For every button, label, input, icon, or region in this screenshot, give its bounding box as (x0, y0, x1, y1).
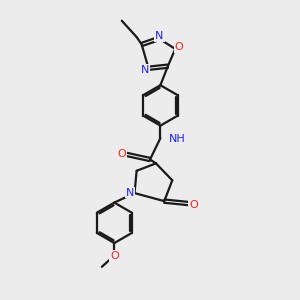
Text: O: O (110, 251, 119, 261)
Text: N: N (155, 31, 164, 41)
Text: N: N (126, 188, 134, 197)
Text: N: N (141, 65, 149, 75)
Text: O: O (189, 200, 198, 210)
Text: O: O (175, 43, 183, 52)
Text: O: O (117, 148, 126, 159)
Text: NH: NH (169, 134, 186, 144)
